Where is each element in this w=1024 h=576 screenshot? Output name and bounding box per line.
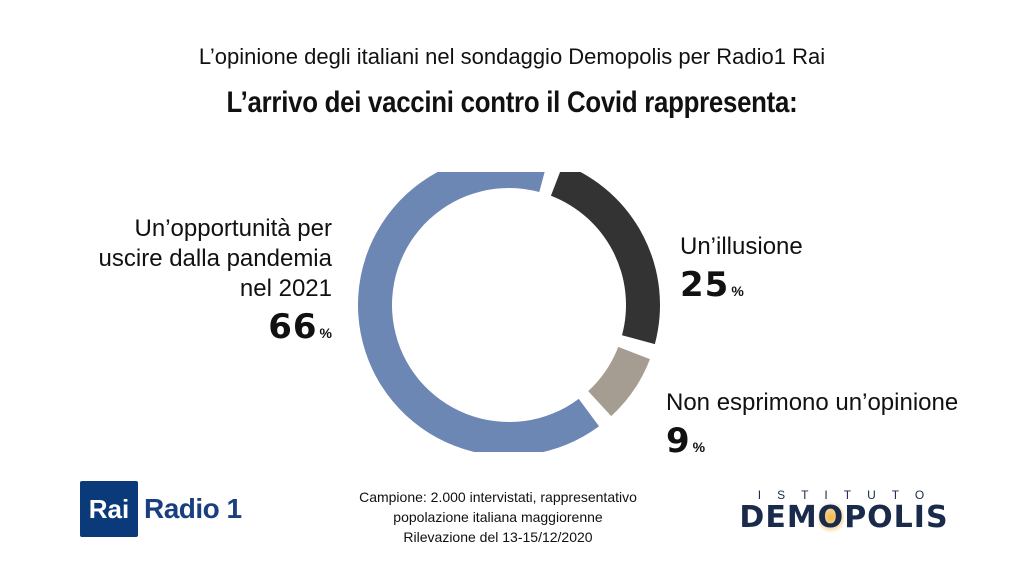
label-illusione: Un’illusione 25%: [680, 232, 803, 306]
slice-opportunita: [358, 172, 600, 452]
demopolis-part1: DEM: [739, 500, 818, 535]
pct-illusione: 25%: [680, 268, 803, 306]
sample-footnote: Campione: 2.000 intervistati, rappresent…: [318, 487, 678, 547]
chart-title: L’arrivo dei vaccini contro il Covid rap…: [226, 86, 798, 119]
pct-opportunita: 66%: [40, 310, 332, 348]
pct-opportunita-sign: %: [319, 325, 332, 341]
label-illusione-text: Un’illusione: [680, 233, 803, 260]
pct-illusione-value: 25: [680, 265, 730, 305]
rai-radio1-logo: Rai Radio 1: [80, 481, 242, 537]
pct-nessuna-opinione-value: 9: [666, 421, 691, 461]
demopolis-istituto-text: ISTITUTO: [757, 488, 941, 502]
pct-opportunita-value: 66: [268, 307, 318, 347]
pct-nessuna-opinione-sign: %: [692, 439, 706, 455]
footnote-line3: Rilevazione del 13-15/12/2020: [403, 529, 593, 545]
slice-nessuna-opinione: [588, 346, 650, 417]
label-opportunita-line3: nel 2021: [239, 275, 332, 302]
pct-illusione-sign: %: [731, 283, 744, 299]
pct-nessuna-opinione: 9%: [666, 424, 958, 462]
label-opportunita: Un’opportunità per uscire dalla pandemia…: [40, 214, 332, 348]
rai-logo-box: Rai: [80, 481, 138, 537]
demopolis-logo: ISTITUTO DEMOPOLIS: [712, 488, 976, 535]
chart-subtitle: L’opinione degli italiani nel sondaggio …: [198, 44, 826, 69]
label-nessuna-opinione: Non esprimono un’opinione 9%: [666, 388, 958, 462]
slice-illusione: [550, 172, 660, 345]
label-opportunita-line2: uscire dalla pandemia: [98, 245, 332, 272]
demopolis-part2: POLIS: [844, 500, 949, 535]
radio1-logo-text: Radio 1: [144, 493, 242, 524]
demopolis-wordmark: DEMOPOLIS: [712, 500, 976, 535]
footnote-line2: popolazione italiana maggiorenne: [393, 509, 603, 525]
label-nessuna-opinione-text: Non esprimono un’opinione: [666, 389, 959, 416]
footnote-line1: Campione: 2.000 intervistati, rappresent…: [359, 489, 637, 505]
label-opportunita-line1: Un’opportunità per: [134, 215, 332, 242]
demopolis-o-mark: O: [817, 500, 845, 535]
donut-chart: [358, 172, 660, 452]
